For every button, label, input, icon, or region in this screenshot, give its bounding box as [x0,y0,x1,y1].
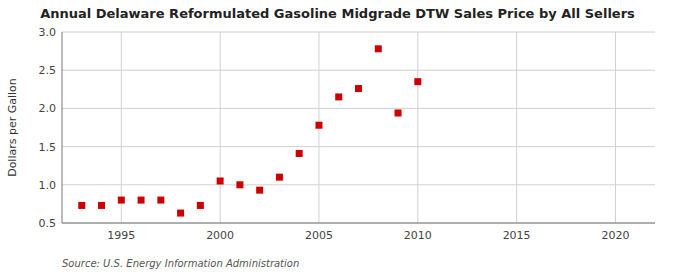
grid-line [62,223,655,224]
point [296,150,303,157]
title: Annual Delaware Reformulated Gasoline Mi… [40,6,635,21]
point [256,187,263,194]
grid-line [516,32,517,223]
point [315,122,322,129]
x-axis-line [62,223,655,224]
grid-line [220,32,221,223]
tick-label: 2000 [206,229,234,242]
point [276,174,283,181]
grid-line [121,32,122,223]
point [197,202,204,209]
tick-label: 1995 [107,229,135,242]
grid-line [62,146,655,147]
tick-label: 0.5 [39,217,57,230]
grid [62,32,655,223]
point [157,197,164,204]
tick-label: 1.5 [39,141,57,154]
point [138,197,145,204]
point [375,45,382,52]
tick-label: 2.5 [39,64,57,77]
point [414,78,421,85]
point [395,109,402,116]
point [118,197,125,204]
grid-line [62,184,655,185]
grid-line [62,70,655,71]
point [355,85,362,92]
tick-label: 3.0 [39,26,57,39]
y-axis-line [62,32,63,223]
point [98,202,105,209]
point [177,210,184,217]
tick-label: 2020 [601,229,629,242]
grid-line [615,32,616,223]
grid-line [417,32,418,223]
tick-label: 2015 [503,229,531,242]
point [217,177,224,184]
source: Source: U.S. Energy Information Administ… [62,258,299,269]
point [78,202,85,209]
tick-label: 1.0 [39,179,57,192]
tick-label: 2010 [404,229,432,242]
tick-label: 2.0 [39,102,57,115]
point [236,181,243,188]
points [78,45,421,216]
point [335,93,342,100]
grid-line [62,108,655,109]
grid-line [62,32,655,33]
chart: Annual Delaware Reformulated Gasoline Mi… [0,0,675,275]
tick-label: 2005 [305,229,333,242]
y-axis-label: Dollars per Gallon [6,78,19,177]
